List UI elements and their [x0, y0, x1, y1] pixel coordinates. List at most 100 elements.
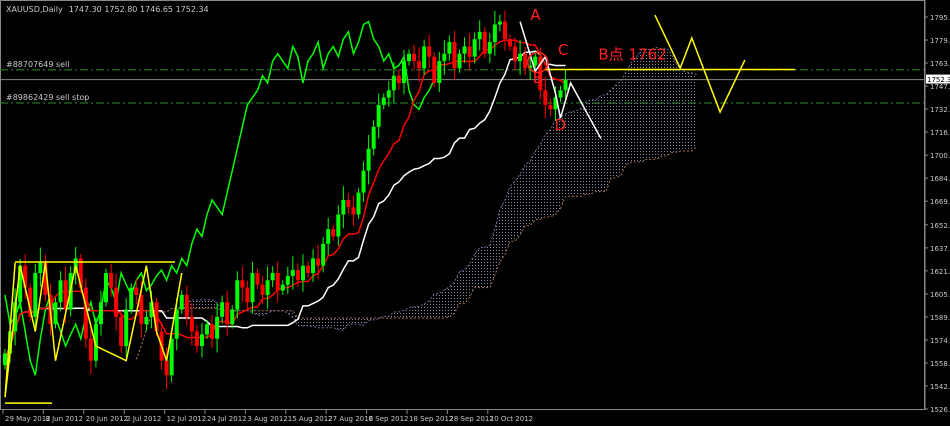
- candle-body: [518, 53, 523, 62]
- candle-body: [164, 360, 169, 376]
- candle-body: [533, 56, 538, 66]
- candle-body: [235, 280, 240, 310]
- price-tick-label: 1732.15: [930, 106, 950, 114]
- candle-body: [119, 316, 124, 347]
- current-price-label: 1752.34: [927, 76, 950, 84]
- candle-body: [482, 31, 487, 54]
- candle-body: [149, 302, 154, 317]
- candle-body: [260, 284, 265, 295]
- senkou-span-a: [135, 46, 698, 360]
- time-tick-label: 24 Jul 2012: [207, 415, 247, 423]
- future-zigzag: [654, 14, 746, 114]
- candle-body: [240, 280, 245, 288]
- candle-body: [467, 46, 472, 57]
- time-tick-label: 3 Aug 2012: [247, 415, 287, 423]
- price-tick-label: 1637.20: [930, 245, 950, 253]
- candle-body: [13, 302, 18, 332]
- candle-body: [366, 148, 371, 171]
- candle-body: [396, 75, 401, 83]
- wave-label: A: [530, 6, 541, 24]
- candle-body: [553, 97, 558, 110]
- candle-body: [114, 287, 119, 317]
- candle-body: [129, 287, 134, 310]
- candle-body: [508, 39, 512, 47]
- candle-body: [462, 46, 467, 54]
- wave-label: B点 1762: [598, 46, 666, 64]
- price-tick-label: 1574.20: [930, 337, 950, 345]
- candle-body: [194, 331, 199, 347]
- indicator-lines: [4, 20, 566, 376]
- price-tick-label: 1716.40: [930, 129, 950, 137]
- candle-body: [497, 21, 502, 25]
- candle-body: [361, 170, 366, 193]
- candle-body: [442, 53, 447, 62]
- candle-body: [502, 21, 507, 40]
- candle-body: [285, 275, 290, 285]
- price-tick-label: 1589.95: [930, 314, 950, 322]
- price-tick-label: 1621.45: [930, 268, 950, 276]
- time-tick-label: 28 Sep 2012: [449, 415, 493, 423]
- time-tick-label: 27 Aug 2012: [328, 415, 373, 423]
- candle-body: [8, 331, 13, 354]
- projection-zigzag: [519, 21, 602, 139]
- candle-body: [83, 287, 88, 339]
- candle-body: [220, 302, 225, 317]
- candle-body: [432, 56, 437, 83]
- left-zigzag: [4, 262, 183, 398]
- candle-body: [316, 258, 321, 266]
- candle-body: [558, 90, 563, 98]
- candle-body: [88, 338, 93, 361]
- candle-body: [351, 207, 356, 215]
- candle-body: [487, 42, 492, 54]
- candle-body: [270, 272, 275, 281]
- price-tick-label: 1700.65: [930, 152, 950, 160]
- candle-body: [280, 284, 285, 291]
- order-label: #89862429 sell stop: [6, 93, 89, 102]
- price-tick-label: 1558.45: [930, 360, 950, 368]
- candle-body: [245, 287, 250, 303]
- plot-area: [0, 0, 925, 410]
- price-tick-label: 1605.70: [930, 291, 950, 299]
- candle-body: [356, 192, 361, 215]
- candle-body: [528, 65, 533, 69]
- candle-body: [326, 229, 331, 244]
- candle-body: [18, 265, 23, 303]
- candle-body: [391, 75, 396, 91]
- price-axis[interactable]: 1795.15 1779.40 1763.65 1747.90 1732.15 1716.…: [924, 0, 950, 414]
- drawn-annotations: A BC D B点 1762: [4, 6, 795, 404]
- time-tick-label: 20 Jun 2012: [86, 415, 128, 423]
- candle-body: [43, 261, 48, 295]
- current-price-box: [926, 74, 950, 84]
- time-tick-label: 10 Oct 2012: [490, 415, 533, 423]
- candle-body: [109, 272, 114, 288]
- chart-title: XAUUSD,Daily 1747.30 1752.80 1746.65 1752…: [6, 5, 209, 14]
- candle-body: [523, 53, 528, 69]
- wave-label: B: [533, 69, 543, 87]
- order-label: #88707649 sell: [6, 60, 70, 69]
- candle-body: [300, 265, 305, 281]
- candle-body: [376, 104, 381, 127]
- candle-body: [205, 324, 209, 335]
- candle-body: [371, 126, 376, 149]
- candle-body: [331, 229, 336, 237]
- candle-body: [412, 53, 417, 62]
- candle-body: [199, 334, 204, 347]
- price-tick-label: 1763.65: [930, 60, 950, 68]
- price-tick-label: 1684.90: [930, 175, 950, 183]
- symbol-title: XAUUSD,Daily: [6, 5, 63, 14]
- candle-body: [447, 42, 452, 54]
- candle-body: [154, 302, 159, 332]
- candles: [3, 10, 568, 390]
- candle-body: [230, 309, 235, 325]
- candle-body: [58, 280, 63, 303]
- candle-body: [134, 287, 139, 295]
- candle-body: [98, 302, 103, 325]
- time-tick-label: 2 Jul 2012: [126, 415, 161, 423]
- ichimoku-cloud: [135, 46, 698, 360]
- candle-body: [93, 324, 98, 361]
- candle-body: [250, 272, 255, 303]
- price-tick-label: 1526.95: [930, 406, 950, 414]
- candle-body: [174, 309, 179, 339]
